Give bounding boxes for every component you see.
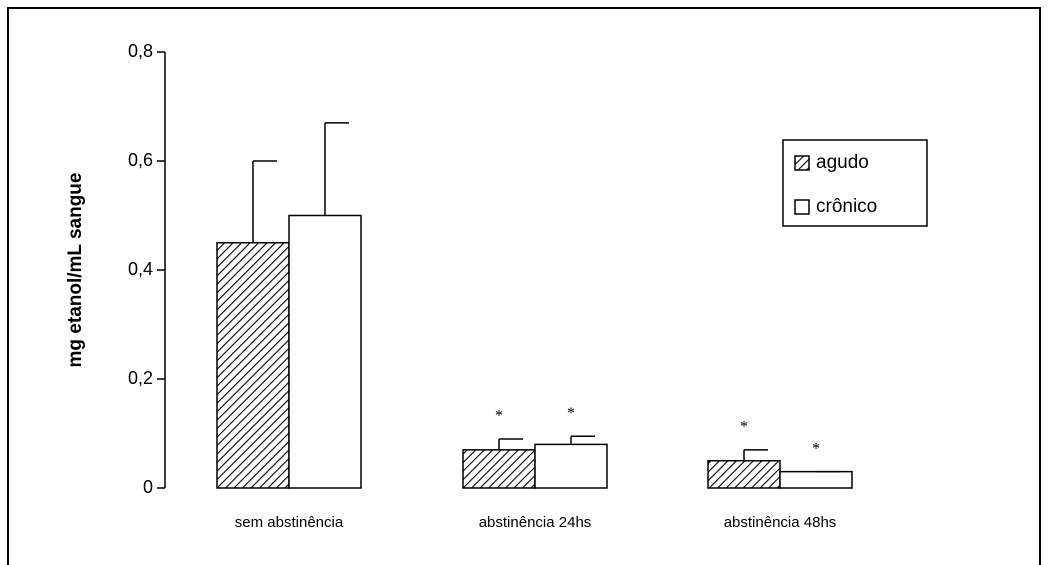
significance-mark: * — [812, 440, 820, 457]
bar — [707, 460, 781, 489]
significance-mark: * — [495, 408, 503, 425]
y-tick-label: 0 — [143, 477, 153, 497]
bar — [216, 242, 290, 489]
error-bar — [570, 435, 595, 445]
x-tick-label: abstinência 24hs — [479, 514, 592, 531]
y-tick-label: 0,2 — [128, 368, 153, 388]
y-tick-label: 0,8 — [128, 41, 153, 61]
y-tick-label: 0,6 — [128, 150, 153, 170]
legend-label: agudo — [816, 152, 869, 173]
error-bar — [498, 438, 523, 450]
y-tick-label: 0,4 — [128, 259, 153, 279]
x-tick-label: sem abstinência — [235, 514, 344, 531]
x-tick-label: abstinência 48hs — [724, 514, 837, 531]
bar — [462, 449, 536, 489]
error-bar — [324, 122, 349, 216]
legend-swatch — [794, 155, 810, 171]
bar — [288, 214, 362, 489]
error-bar — [252, 160, 277, 243]
significance-mark: * — [740, 419, 748, 436]
frame — [7, 7, 1041, 565]
bar — [534, 443, 608, 489]
y-axis-label: mg etanol/mL sangue — [65, 173, 86, 368]
legend-label: crônico — [816, 196, 877, 217]
legend-swatch — [794, 199, 810, 215]
significance-mark: * — [567, 405, 575, 422]
error-bar — [743, 449, 768, 461]
bar — [779, 470, 853, 489]
